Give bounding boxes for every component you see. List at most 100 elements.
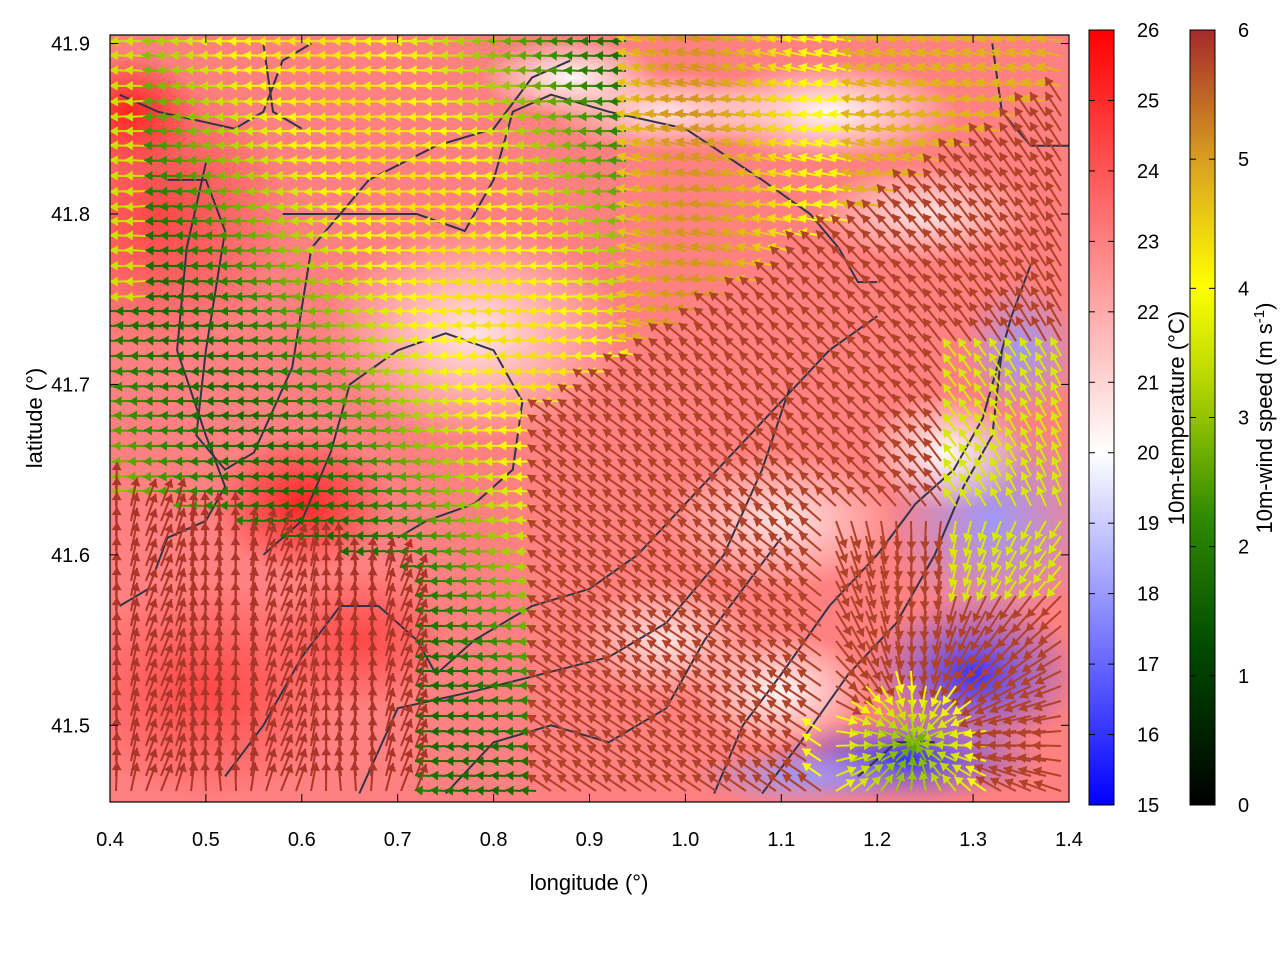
wind-arrow-head: [938, 153, 948, 163]
wind-arrow-head: [892, 289, 902, 299]
wind-arrow-head: [422, 155, 431, 166]
wind-arrow-head: [645, 257, 655, 268]
wind-arrow-head: [248, 291, 258, 302]
wind-arrow-head: [877, 214, 887, 224]
wind-arrow-head: [392, 111, 401, 122]
wind-arrow-head: [841, 152, 851, 162]
wind-arrow-head: [160, 320, 169, 331]
wind-arrow-head: [293, 335, 302, 346]
wind-arrow-head: [901, 35, 910, 44]
wind-arrow-head: [916, 35, 925, 44]
wind-arrow-head: [645, 93, 654, 104]
wind-arrow-head: [958, 338, 968, 348]
wind-arrow-head: [785, 336, 795, 346]
wind-arrow-head: [333, 216, 342, 227]
wind-arrow-head: [675, 35, 684, 43]
wind-arrow-head: [392, 170, 401, 181]
wind-arrow-head: [861, 349, 871, 360]
wind-arrow-head: [969, 227, 978, 238]
wind-arrow-head: [232, 216, 241, 227]
wind-arrow-head: [767, 168, 777, 178]
wind-arrow-head: [678, 383, 688, 393]
wind-arrow-head: [705, 35, 714, 43]
wind-arrow-head: [705, 213, 714, 223]
wind-arrow-head: [380, 350, 389, 361]
wind-arrow-head: [175, 291, 184, 302]
wind-arrow-head: [877, 319, 887, 329]
wind-arrow-head: [407, 155, 416, 166]
wind-arrow-head: [907, 184, 917, 194]
wind-arrow-head: [767, 137, 777, 148]
wind-arrow-head: [95, 126, 103, 136]
wind-arrow-head: [754, 321, 765, 331]
wind-arrow-head: [422, 201, 431, 212]
wind-arrow-head: [1021, 35, 1030, 44]
wind-arrow-head: [976, 77, 985, 88]
wind-arrow-head: [645, 123, 655, 133]
wind-arrow-head: [438, 140, 447, 151]
wind-arrow-head: [305, 245, 314, 256]
wind-arrow-head: [660, 93, 669, 104]
wind-arrow-head: [453, 381, 462, 392]
wind-arrow-head: [724, 367, 734, 377]
wind-arrow-head: [969, 302, 979, 312]
wind-arrow-head: [720, 108, 730, 119]
wind-arrow-head: [124, 50, 133, 61]
wind-arrow-head: [366, 381, 375, 392]
wind-arrow-head: [846, 230, 856, 240]
wind-arrow-head: [543, 291, 552, 302]
wind-arrow-head: [770, 276, 780, 286]
wind-arrow-head: [1046, 286, 1056, 296]
wind-arrow-head: [674, 93, 684, 104]
wind-arrow-head: [816, 275, 826, 285]
wind-arrow-head: [1006, 77, 1015, 88]
wind-arrow-head: [705, 257, 715, 268]
wind-arrow-head: [332, 126, 341, 137]
wind-arrow-head: [610, 65, 619, 76]
wind-arrow-head: [938, 198, 948, 208]
wind-arrow-head: [124, 201, 134, 212]
wind-arrow-head: [175, 260, 184, 271]
wind-arrow-head: [318, 170, 327, 181]
wind-arrow-head: [302, 111, 311, 122]
wind-arrow-head: [991, 62, 1001, 72]
wind-arrow-head: [931, 47, 941, 58]
wind-arrow-head: [751, 109, 761, 119]
wind-arrow-head: [115, 306, 124, 317]
wind-arrow-head: [645, 47, 655, 57]
wind-arrow-head: [548, 80, 557, 91]
wind-arrow-head: [130, 320, 139, 331]
wind-arrow-head: [501, 80, 510, 91]
wind-arrow-head: [347, 140, 356, 151]
wind-arrow-head: [214, 65, 223, 76]
wind-arrow-head: [645, 152, 655, 162]
wind-arrow-head: [407, 186, 416, 197]
wind-arrow-head: [907, 258, 917, 269]
wind-arrow-head: [332, 96, 341, 107]
wind-arrow-head: [392, 186, 401, 197]
wind-arrow-head: [378, 245, 387, 256]
wind-arrow-head: [1020, 93, 1030, 104]
wind-arrow-head: [767, 227, 777, 238]
wind-arrow-head: [439, 381, 448, 392]
wind-arrow-head: [409, 366, 418, 377]
wind-arrow-head: [265, 396, 274, 407]
wind-arrow-head: [608, 170, 617, 181]
wind-arrow-head: [660, 151, 670, 162]
wind-arrow-head: [968, 123, 978, 133]
wind-arrow-head: [317, 80, 326, 91]
wind-arrow-head: [130, 306, 139, 317]
wind-arrow-head: [709, 367, 719, 377]
wind-arrow-head: [362, 80, 371, 91]
wind-arrow-head: [675, 213, 684, 223]
wind-arrow-head: [958, 353, 968, 363]
wind-arrow-head: [124, 65, 134, 76]
wind-arrow-head: [527, 350, 536, 361]
wind-arrow-head: [95, 97, 103, 107]
wind-arrow-head: [739, 367, 749, 377]
wind-arrow-head: [1014, 92, 1024, 102]
wind-arrow-head: [855, 183, 865, 194]
wind-arrow-head: [205, 335, 214, 346]
wind-arrow-head: [437, 170, 446, 181]
wind-arrow-head: [724, 292, 734, 302]
